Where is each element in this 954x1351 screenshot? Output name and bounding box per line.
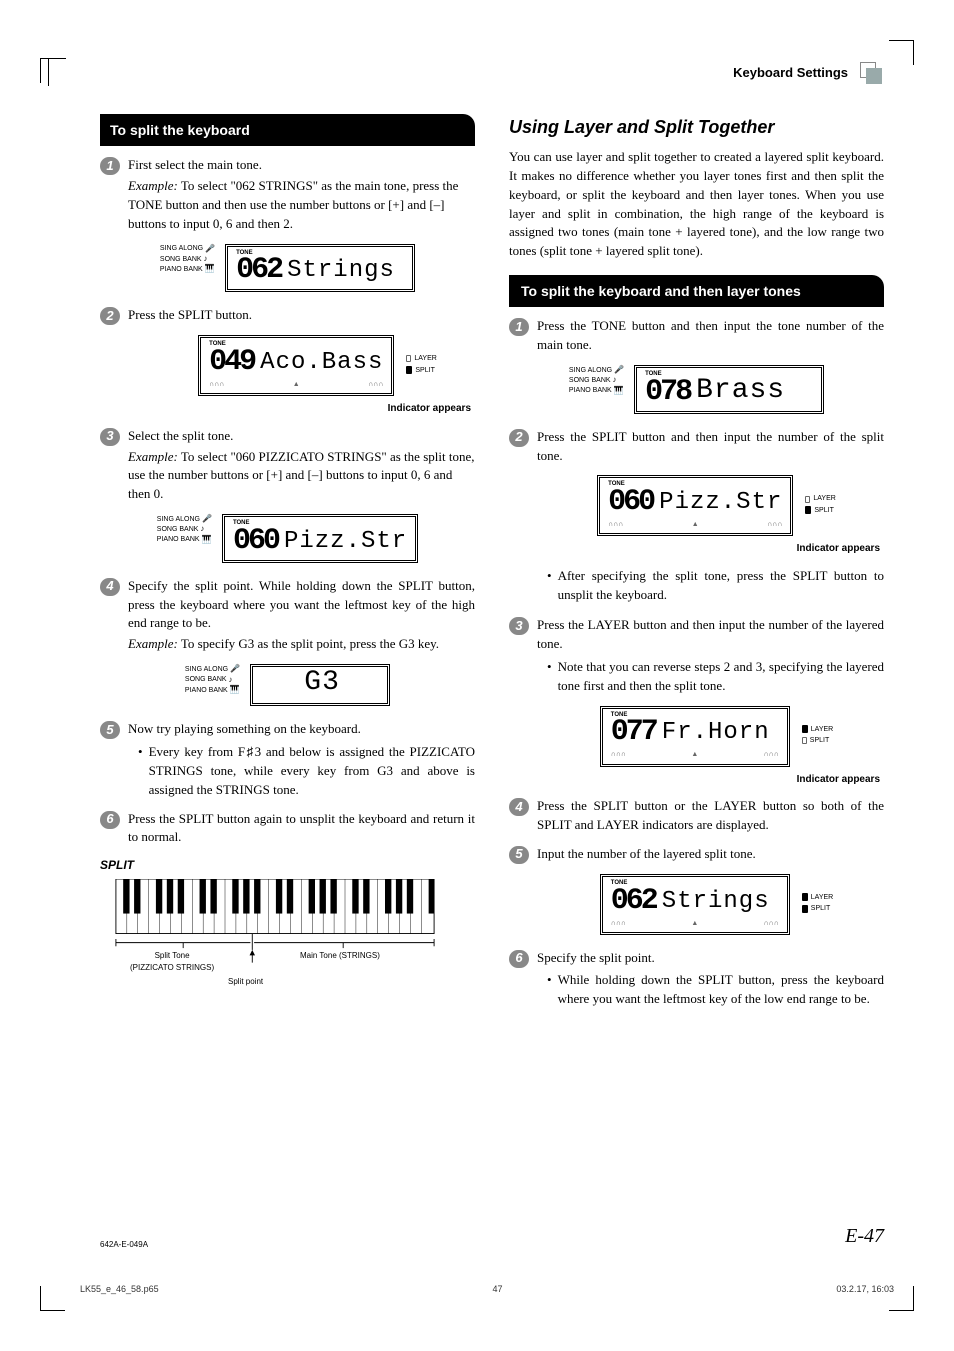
step-text: First select the main tone. bbox=[128, 156, 475, 175]
step-3: 3 Select the split tone. Example: To sel… bbox=[100, 427, 475, 504]
r-step-3: 3 Press the LAYER button and then input … bbox=[509, 616, 884, 695]
footer-page: E-47 bbox=[845, 1222, 884, 1251]
indicator-caption: Indicator appears bbox=[100, 402, 471, 417]
lcd-figure-3: SING ALONG🎤 SONG BANK♪ PIANO BANK🎹 TONE … bbox=[100, 514, 475, 563]
r-lcd-3: TONE 077 Fr.Horn ∩∩∩▲∩∩∩ LAYER SPLIT bbox=[509, 706, 884, 767]
step-number: 1 bbox=[100, 157, 120, 175]
section-bar-split: To split the keyboard bbox=[100, 114, 475, 146]
step-1: 1 First select the main tone. Example: T… bbox=[100, 156, 475, 233]
page-header: Keyboard Settings bbox=[100, 60, 884, 86]
r-lcd-1: SING ALONG🎤 SONG BANK♪ PIANO BANK🎹 TONE … bbox=[509, 365, 884, 414]
left-column: To split the keyboard 1 First select the… bbox=[100, 114, 475, 1019]
lcd-figure-1: SING ALONG🎤 SONG BANK♪ PIANO BANK🎹 TONE … bbox=[100, 244, 475, 293]
section-title: Using Layer and Split Together bbox=[509, 114, 884, 140]
header-icon bbox=[858, 60, 884, 86]
lcd-figure-4: SING ALONG🎤 SONG BANK♪ PIANO BANK🎹 G3 bbox=[100, 664, 475, 706]
r-step-1: 1 Press the TONE button and then input t… bbox=[509, 317, 884, 355]
step-5: 5 Now try playing something on the keybo… bbox=[100, 720, 475, 799]
section-bar-split-layer: To split the keyboard and then layer ton… bbox=[509, 275, 884, 307]
print-meta: LK55_e_46_58.p65 47 03.2.17, 16:03 bbox=[80, 1283, 894, 1296]
step-4: 4 Specify the split point. While holding… bbox=[100, 577, 475, 654]
r-lcd-5: TONE 062 Strings ∩∩∩▲∩∩∩ LAYER SPLIT bbox=[509, 874, 884, 935]
r-step-5: 5 Input the number of the layered split … bbox=[509, 845, 884, 864]
right-column: Using Layer and Split Together You can u… bbox=[509, 114, 884, 1019]
header-section: Keyboard Settings bbox=[733, 64, 848, 83]
footer-code: 642A-E-049A bbox=[100, 1239, 148, 1251]
r-step-2: 2 Press the SPLIT button and then input … bbox=[509, 428, 884, 466]
lcd-figure-2: TONE 049 Aco.Bass ∩∩∩▲∩∩∩ LAYER SPLIT bbox=[100, 335, 475, 396]
piano-diagram-label: SPLIT bbox=[100, 857, 475, 874]
r-lcd-2: TONE 060 Pizz.Str ∩∩∩▲∩∩∩ LAYER SPLIT bbox=[509, 475, 884, 536]
page-footer: 642A-E-049A E-47 bbox=[100, 1222, 884, 1251]
step-example: Example: To select "062 STRINGS" as the … bbox=[128, 177, 475, 234]
r-step-6: 6 Specify the split point. While holding… bbox=[509, 949, 884, 1010]
step-2: 2 Press the SPLIT button. bbox=[100, 306, 475, 325]
step-6: 6 Press the SPLIT button again to unspli… bbox=[100, 810, 475, 848]
r-step-4: 4 Press the SPLIT button or the LAYER bu… bbox=[509, 797, 884, 835]
intro-paragraph: You can use layer and split together to … bbox=[509, 148, 884, 261]
